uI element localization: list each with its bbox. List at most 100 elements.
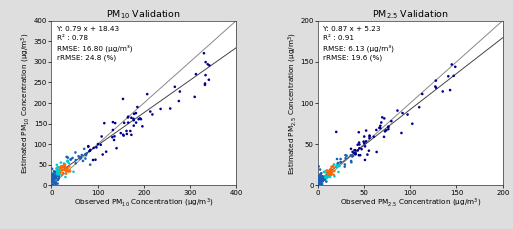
- Point: [50, 174, 58, 178]
- Point: [124, 121, 132, 124]
- Point: [317, 178, 325, 181]
- Point: [53, 173, 61, 177]
- Point: [133, 105, 142, 109]
- Point: [332, 165, 341, 169]
- Point: [202, 73, 210, 77]
- Point: [171, 85, 179, 89]
- Point: [360, 142, 368, 145]
- Point: [48, 173, 56, 176]
- Point: [432, 79, 440, 82]
- Point: [53, 170, 62, 174]
- Point: [318, 177, 326, 181]
- Point: [319, 180, 327, 183]
- Point: [175, 99, 183, 103]
- Point: [143, 92, 151, 96]
- Title: PM$_{2.5}$ Validation: PM$_{2.5}$ Validation: [372, 8, 448, 21]
- Point: [61, 165, 69, 169]
- Point: [333, 163, 342, 166]
- Point: [67, 157, 75, 161]
- Point: [372, 128, 381, 132]
- Point: [110, 134, 119, 138]
- Point: [50, 184, 58, 187]
- Point: [314, 175, 323, 179]
- Text: Y: 0.87 x + 5.23
R² : 0.91
RMSE: 6.13 (μg/m³)
rRMSE: 19.6 (%): Y: 0.87 x + 5.23 R² : 0.91 RMSE: 6.13 (μ…: [323, 26, 394, 61]
- Point: [52, 180, 60, 184]
- Point: [322, 176, 330, 180]
- Point: [361, 158, 369, 162]
- Point: [130, 118, 138, 122]
- Point: [378, 115, 386, 119]
- Y-axis label: Estimated PM$_{2.5}$ Concentration (μg/m$^3$): Estimated PM$_{2.5}$ Concentration (μg/m…: [286, 32, 299, 174]
- Point: [327, 165, 336, 169]
- Point: [314, 180, 323, 184]
- Point: [335, 164, 343, 168]
- Point: [50, 177, 58, 181]
- Point: [92, 145, 101, 149]
- Point: [315, 182, 323, 185]
- Point: [360, 140, 368, 143]
- Point: [341, 165, 349, 169]
- Point: [51, 172, 59, 176]
- Point: [315, 184, 324, 187]
- Point: [337, 160, 345, 164]
- Point: [323, 169, 331, 172]
- Point: [200, 51, 208, 55]
- Point: [322, 174, 330, 178]
- Point: [48, 184, 56, 187]
- Point: [315, 181, 323, 184]
- Point: [322, 180, 330, 183]
- Point: [84, 144, 92, 148]
- Point: [318, 179, 326, 183]
- Point: [123, 132, 131, 136]
- Point: [108, 135, 116, 139]
- Point: [60, 163, 68, 167]
- Point: [330, 163, 338, 166]
- Point: [384, 125, 392, 128]
- Point: [61, 163, 69, 166]
- Point: [51, 176, 59, 180]
- Point: [317, 178, 325, 181]
- Point: [139, 125, 147, 128]
- Point: [53, 172, 61, 176]
- Point: [55, 174, 63, 178]
- Point: [48, 173, 56, 177]
- Point: [375, 126, 383, 130]
- Point: [324, 173, 332, 177]
- Point: [124, 115, 132, 119]
- X-axis label: Observed PM$_{10}$ Concentration (μg/m$^3$): Observed PM$_{10}$ Concentration (μg/m$^…: [74, 197, 213, 209]
- Point: [53, 173, 62, 176]
- Point: [363, 153, 371, 156]
- Point: [58, 165, 67, 169]
- Point: [130, 112, 138, 116]
- Point: [53, 173, 62, 176]
- Point: [376, 124, 384, 128]
- Point: [315, 183, 323, 187]
- Point: [90, 146, 98, 150]
- Point: [201, 83, 209, 87]
- Point: [325, 169, 333, 173]
- Point: [63, 167, 71, 171]
- Point: [79, 159, 87, 163]
- Point: [326, 175, 334, 179]
- Point: [60, 162, 68, 165]
- Point: [354, 131, 363, 134]
- Point: [449, 74, 458, 78]
- Point: [53, 182, 62, 185]
- Point: [314, 182, 323, 185]
- Point: [64, 159, 72, 163]
- Point: [361, 144, 369, 148]
- Point: [382, 128, 390, 132]
- Point: [315, 180, 323, 183]
- Point: [329, 173, 338, 177]
- Point: [315, 181, 324, 185]
- Point: [327, 173, 335, 177]
- Point: [384, 125, 392, 129]
- Point: [109, 120, 117, 124]
- Point: [327, 171, 335, 175]
- Point: [57, 173, 66, 177]
- Point: [320, 170, 328, 174]
- Point: [365, 134, 373, 137]
- Point: [314, 174, 323, 178]
- Point: [54, 169, 62, 173]
- Point: [321, 178, 329, 182]
